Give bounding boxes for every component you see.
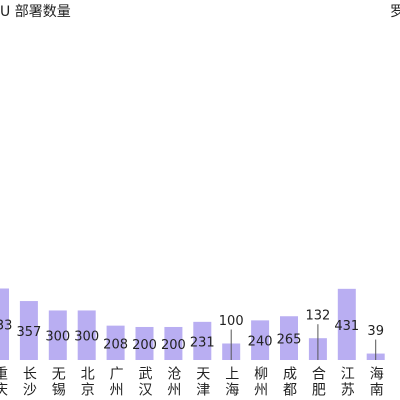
bar: [337, 288, 356, 360]
x-tick-label: 海南: [368, 366, 384, 398]
value-label: 231: [190, 335, 215, 350]
bar: [77, 310, 96, 360]
bar: [251, 320, 270, 360]
x-tick-label: 广州: [108, 366, 124, 398]
x-tick-label: 北京: [79, 366, 95, 398]
bar: [280, 316, 298, 360]
x-tick-label: 合肥: [310, 366, 326, 398]
bar: [19, 301, 38, 360]
bar: [0, 288, 9, 360]
x-tick-label: 江苏: [339, 366, 355, 398]
corner-label: 罗: [390, 4, 400, 20]
value-label: 200: [132, 338, 157, 353]
x-tick-label: 长沙: [21, 366, 37, 398]
bar: [48, 310, 67, 360]
value-label: 240: [248, 335, 273, 350]
chart-title: U 部署数量: [0, 4, 71, 20]
value-label: 431: [334, 319, 359, 334]
bar: [106, 325, 125, 360]
x-tick-label: 武汉: [137, 366, 153, 398]
x-tick-label: 重庆: [0, 366, 8, 398]
x-tick-label: 无锡: [50, 366, 66, 398]
value-label: 208: [103, 337, 128, 352]
value-label: 357: [16, 325, 41, 340]
bar: [193, 321, 212, 360]
bar: [135, 326, 154, 360]
x-tick-label: 成都: [281, 366, 297, 398]
value-label: 433: [0, 319, 12, 334]
value-label: 265: [277, 333, 302, 348]
value-label: 100: [219, 314, 244, 329]
x-tick-label: 上海: [223, 366, 239, 398]
bar: [164, 326, 183, 360]
value-label: 200: [161, 338, 186, 353]
x-tick-label: 沧州: [165, 365, 181, 398]
x-tick-label: 柳州: [252, 365, 268, 398]
value-label: 132: [305, 309, 330, 324]
value-label: 39: [367, 324, 384, 339]
value-label: 300: [45, 330, 70, 345]
x-tick-label: 天津: [194, 366, 210, 398]
value-label: 300: [74, 330, 99, 345]
